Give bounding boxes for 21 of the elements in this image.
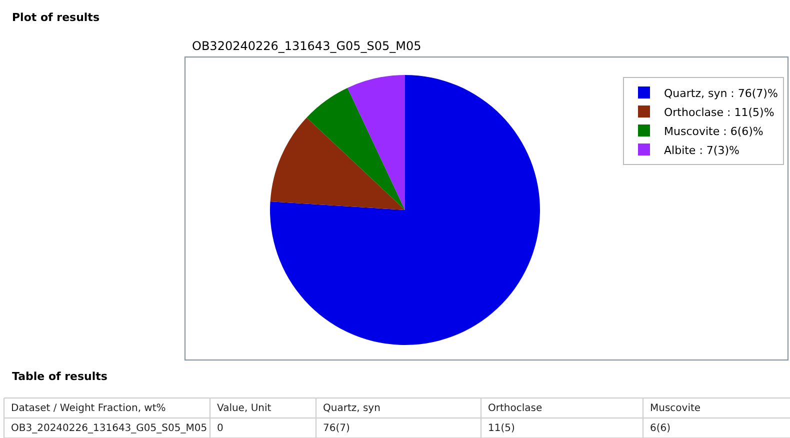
text: 11(5) xyxy=(488,423,515,434)
text: Table of results xyxy=(12,370,108,383)
chart-title: OB320240226_131643_G05_S05_M05 xyxy=(192,39,422,53)
text: 0 xyxy=(217,423,224,434)
text: Value, Unit xyxy=(217,403,272,414)
legend-label: Muscovite : 6(6)% xyxy=(664,124,764,138)
text: Plot of results xyxy=(12,11,100,24)
text: Dataset / Weight Fraction, wt% xyxy=(11,403,166,414)
text: 76(7) xyxy=(323,423,350,434)
pie-slice xyxy=(270,75,540,345)
pie-slice xyxy=(348,75,405,210)
pie-slice xyxy=(270,118,405,210)
legend-label: Albite : 7(3)% xyxy=(664,144,740,157)
legend-label: Quartz, syn : 76(7)% xyxy=(664,86,778,100)
text: Orthoclase xyxy=(488,403,542,414)
text: OB3_20240226_131643_G05_S05_M05 xyxy=(11,423,208,434)
text: 6(6) xyxy=(650,423,671,434)
legend-label: Orthoclase : 11(5)% xyxy=(664,106,774,119)
text: Muscovite xyxy=(650,403,701,414)
text: Quartz, syn xyxy=(323,403,380,414)
pie-slice xyxy=(306,88,405,210)
